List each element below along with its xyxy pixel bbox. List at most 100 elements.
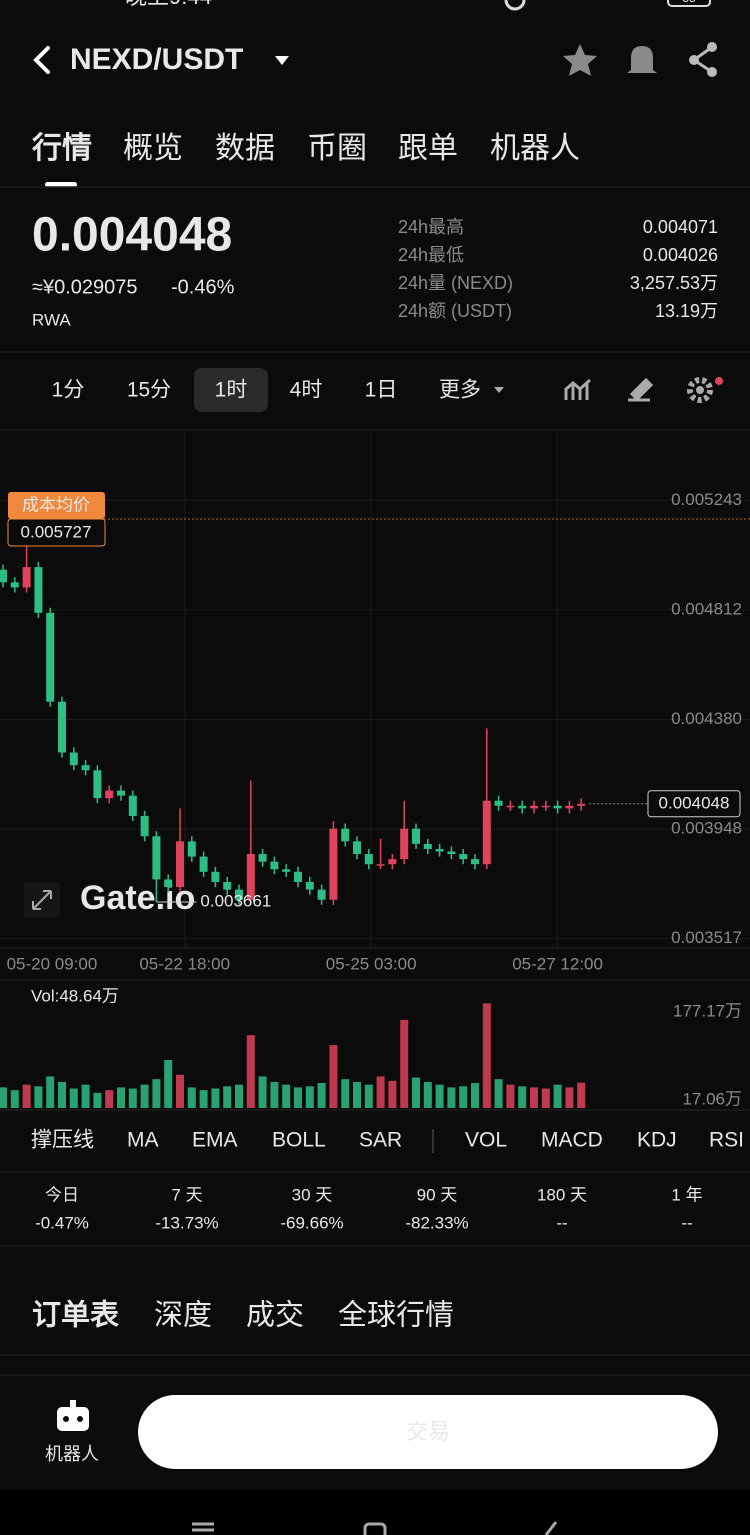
status-time: 晚上9:44 — [125, 0, 212, 9]
indicator-tab[interactable]: VOL — [465, 1129, 507, 1152]
volume-bar — [211, 1088, 220, 1108]
indicator-tab[interactable]: 撑压线 — [31, 1129, 94, 1152]
expand-icon[interactable] — [32, 890, 52, 910]
battery — [667, 0, 711, 7]
candle-body — [164, 879, 173, 888]
candle-body — [69, 752, 78, 766]
order-tab[interactable]: 深度 — [154, 1299, 212, 1332]
stat-value: 0.004026 — [643, 245, 718, 265]
order-tab[interactable]: 成交 — [246, 1299, 304, 1332]
candle-body — [423, 843, 432, 849]
back-button[interactable] — [33, 46, 50, 74]
tab[interactable]: 数据 — [215, 132, 275, 165]
candle-body — [211, 871, 220, 882]
indicator-tab[interactable]: EMA — [192, 1129, 238, 1152]
volume-bar — [140, 1084, 149, 1108]
cost-value: 0.005727 — [21, 522, 92, 541]
volume-bar — [93, 1092, 102, 1108]
x-tick-label: 05-27 12:00 — [512, 954, 603, 973]
nav-back[interactable] — [544, 1521, 558, 1535]
interval-selected — [194, 368, 268, 412]
volume-bar — [105, 1090, 114, 1108]
volume-bar — [223, 1086, 232, 1108]
stat-value: 0.004071 — [643, 217, 718, 237]
candle-body — [152, 836, 161, 880]
nav-menu[interactable] — [192, 1522, 214, 1532]
draw-icon[interactable] — [628, 377, 654, 402]
price-change: -0.46% — [171, 276, 235, 298]
stat-label: 24h最高 — [398, 217, 464, 237]
candle-body — [364, 854, 373, 865]
volume-bar — [565, 1087, 574, 1108]
candle-body — [176, 841, 184, 888]
interval[interactable]: 1分 — [52, 379, 85, 402]
nav-bar — [0, 1490, 750, 1535]
more-dropdown[interactable] — [494, 387, 504, 393]
stat-label: 24h量 (NEXD) — [398, 273, 513, 293]
period-label: 1 年 — [671, 1185, 702, 1204]
share-icon[interactable] — [689, 42, 717, 77]
tab[interactable]: 行情 — [31, 132, 92, 165]
indicator-tab[interactable]: MA — [127, 1129, 159, 1152]
cost-box — [7, 518, 106, 547]
volume-bar — [164, 1059, 173, 1108]
robot-label[interactable]: 机器人 — [45, 1444, 99, 1464]
interval[interactable]: 1时 — [215, 379, 248, 402]
tab[interactable]: 概览 — [123, 132, 183, 165]
interval[interactable]: 更多 — [439, 379, 481, 402]
volume-bar — [471, 1083, 479, 1108]
candle-body — [482, 800, 491, 865]
period-change: -- — [681, 1213, 692, 1232]
tab[interactable]: 币圈 — [307, 132, 367, 165]
candle-body — [530, 805, 538, 809]
tag: RWA — [32, 310, 71, 329]
stat-value: 13.19万 — [655, 301, 718, 321]
indicator-tab[interactable]: RSI — [709, 1129, 744, 1152]
tab[interactable]: 机器人 — [490, 132, 580, 165]
candle-body — [22, 567, 31, 588]
candle-body — [140, 815, 149, 837]
last-price-label: 0.004048 — [659, 793, 730, 812]
trade-button[interactable] — [138, 1395, 718, 1469]
volume-bar — [459, 1086, 468, 1108]
interval[interactable]: 4时 — [290, 379, 323, 402]
indicator-tab[interactable]: SAR — [359, 1129, 402, 1152]
cny-price: ≈¥0.029075 — [32, 276, 138, 298]
candle-body — [294, 871, 302, 882]
interval[interactable]: 15分 — [127, 379, 171, 402]
volume-bar — [282, 1084, 291, 1108]
robot-icon[interactable] — [57, 1400, 89, 1431]
y-tick-label: 0.005243 — [671, 490, 742, 509]
candle-body — [376, 864, 385, 866]
order-tab[interactable]: 订单表 — [32, 1299, 119, 1332]
volume-bar — [0, 1087, 7, 1108]
volume-label: Vol:48.64万 — [31, 986, 119, 1005]
period-change: -69.66% — [280, 1213, 343, 1232]
pair-dropdown[interactable] — [275, 56, 289, 65]
nav-home[interactable] — [363, 1522, 387, 1535]
volume-bar — [447, 1087, 456, 1108]
indicator-tab[interactable]: BOLL — [272, 1129, 326, 1152]
volume-bar — [341, 1079, 350, 1108]
cost-badge — [8, 492, 105, 519]
interval[interactable]: 1日 — [365, 379, 398, 402]
settings-icon[interactable] — [687, 377, 723, 403]
candle-body — [506, 805, 515, 808]
alert-icon[interactable] — [627, 46, 657, 73]
indicator-tab[interactable]: KDJ — [637, 1129, 677, 1152]
y-tick-label: 0.004812 — [671, 599, 742, 618]
volume-bar — [246, 1035, 255, 1108]
period-change: -- — [556, 1213, 567, 1232]
volume-bar — [270, 1081, 279, 1108]
volume-bar — [235, 1084, 243, 1108]
candle-body — [459, 854, 468, 860]
trade-label[interactable]: 交易 — [406, 1419, 450, 1444]
indicator-tab[interactable]: MACD — [541, 1129, 603, 1152]
order-tab[interactable]: 全球行情 — [338, 1299, 454, 1332]
favorite-icon[interactable] — [563, 44, 597, 76]
volume-bar — [199, 1090, 208, 1108]
tab[interactable]: 跟单 — [398, 132, 458, 165]
indicator-icon[interactable] — [564, 378, 592, 400]
pair-title[interactable]: NEXD/USDT — [70, 43, 243, 76]
candle-body — [246, 854, 255, 900]
